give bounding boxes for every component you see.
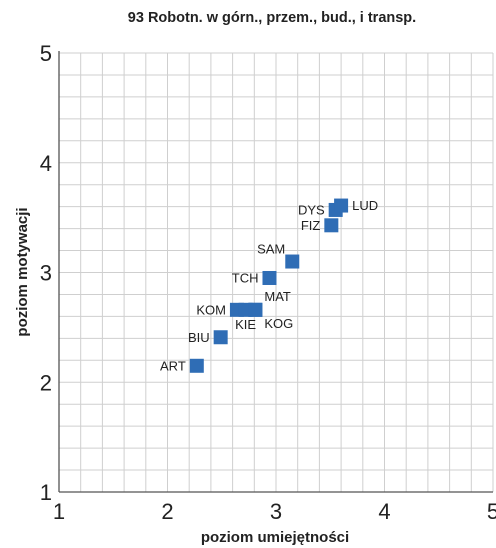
point-label: BIU: [188, 330, 210, 345]
y-axis-label: poziom motywacji: [14, 207, 31, 336]
y-tick-label: 3: [40, 261, 52, 286]
data-point: [334, 198, 349, 213]
axes: [58, 51, 493, 493]
x-tick-label: 1: [53, 499, 65, 524]
point-label: LUD: [352, 198, 378, 213]
data-point: [189, 358, 204, 373]
point-label: TCH: [232, 270, 259, 285]
x-tick-label: 3: [270, 499, 282, 524]
x-axis-label: poziom umiejętności: [201, 529, 349, 546]
point-label: KIE: [235, 317, 256, 332]
x-tick-label: 4: [378, 499, 390, 524]
y-tick-label: 1: [40, 480, 52, 505]
data-point: [248, 302, 263, 317]
data-point: [285, 254, 300, 269]
data-point: [262, 270, 277, 285]
data-point: [213, 330, 228, 345]
point-label: FIZ: [301, 218, 321, 233]
point-label: MAT: [264, 289, 291, 304]
point-label: KOM: [196, 302, 226, 317]
y-tick-label: 5: [40, 41, 52, 66]
point-label: ART: [160, 358, 186, 373]
point-label: DYS: [298, 202, 325, 217]
y-tick-label: 2: [40, 370, 52, 395]
data-points: [189, 198, 349, 373]
data-point: [324, 218, 339, 233]
tick-labels: 1 2 3 4 5 1 2 3 4 5: [40, 41, 496, 524]
point-label: KOG: [264, 316, 293, 331]
y-tick-label: 4: [40, 151, 52, 176]
x-tick-label: 2: [161, 499, 173, 524]
grid: [58, 52, 494, 493]
point-label: SAM: [257, 242, 285, 257]
x-tick-label: 5: [487, 499, 496, 524]
chart-title: 93 Robotn. w górn., przem., bud., i tran…: [128, 10, 416, 26]
